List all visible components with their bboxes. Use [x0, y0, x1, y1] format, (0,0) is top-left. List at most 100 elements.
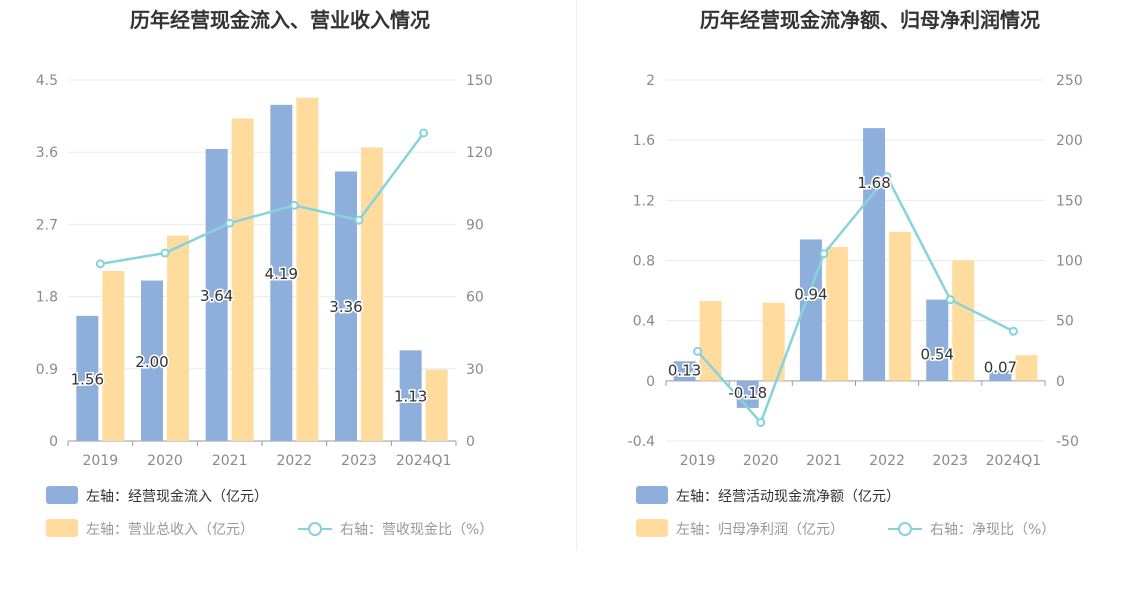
chart-group: 历年经营现金流入、营业收入情况 0 0 0.9 30 1.8 60 2.7 90 3.6 120 4.… [36, 8, 494, 538]
bar-orange [102, 270, 125, 441]
legend-label-blue: 左轴：经营现金流入（亿元） [86, 489, 268, 505]
left-y-tick-label: 2 [646, 73, 655, 89]
right-y-tick-label: 250 [1056, 73, 1083, 89]
ratio-point [95, 259, 105, 269]
bar-data-label: 1.68 [857, 174, 890, 192]
bar-blue [76, 315, 99, 441]
bar-data-label: 3.64 [200, 287, 233, 305]
x-tick-label: 2023 [341, 453, 377, 469]
ratio-point [225, 218, 235, 228]
chart-panel-net-cashflow-profit: 历年经营现金流净额、归母净利润情况 -0.4 -50 0 0 0.4 50 0.8 100 1.2… [574, 0, 1148, 589]
x-tick-label: 2019 [680, 453, 716, 469]
x-tick-label: 2020 [147, 453, 183, 469]
legend-label-blue: 左轴：经营活动现金流净额（亿元） [676, 489, 900, 505]
legend-line-marker [308, 522, 322, 536]
bar-data-label: 3.36 [329, 298, 362, 316]
chart-panel-cash-inflow-revenue: 历年经营现金流入、营业收入情况 0 0 0.9 30 1.8 60 2.7 90 3.6 120 4.… [36, 8, 494, 538]
x-tick-label: 2022 [277, 453, 313, 469]
bar-data-label: 0.94 [794, 285, 827, 303]
legend-label-orange: 左轴：归母净利润（亿元） [676, 521, 844, 538]
left-y-tick-label: 3.6 [36, 145, 58, 161]
x-tick-label: 2021 [212, 453, 248, 469]
right-y-tick-label: 30 [466, 362, 484, 378]
ratio-point [945, 295, 955, 305]
bar-data-label: 2.00 [135, 353, 168, 371]
panel-divider [576, 0, 577, 550]
bar-orange [825, 246, 848, 381]
chart-net-cashflow-profit: 历年经营现金流净额、归母净利润情况 -0.4 -50 0 0 0.4 50 0.8 100 1.2… [628, 8, 1083, 538]
right-y-tick-label: 120 [466, 145, 493, 161]
x-tick-label: 2019 [83, 453, 119, 469]
legend-swatch-orange [46, 519, 78, 537]
right-y-tick-label: 0 [1056, 374, 1065, 390]
ratio-point [819, 249, 829, 259]
ratio-line [696, 174, 1014, 425]
bar-blue [863, 128, 886, 381]
bar-blue [335, 171, 357, 441]
ratio-point [160, 248, 170, 258]
ratio-line [100, 132, 425, 266]
bar-orange [361, 147, 383, 442]
bar-blue [673, 361, 696, 381]
left-y-tick-label: 1.2 [633, 193, 655, 209]
ratio-point [419, 128, 429, 138]
left-y-tick-label: 0.9 [36, 362, 58, 378]
bar-blue [989, 370, 1012, 381]
right-y-tick-label: 50 [1056, 314, 1074, 330]
bar-data-label: 0.13 [668, 361, 701, 379]
bar-orange [425, 369, 448, 441]
bar-data-label: 4.19 [265, 265, 298, 283]
legend-line-marker [898, 522, 912, 536]
left-y-tick-label: -0.4 [628, 434, 655, 450]
bar-data-label: 1.13 [394, 388, 427, 406]
x-tick-label: 2023 [932, 453, 968, 469]
legend-label-line: 右轴：净现比（%） [930, 522, 1055, 538]
bar-data-label: 0.07 [984, 358, 1017, 376]
bar-orange [1015, 355, 1038, 381]
right-y-tick-label: 90 [466, 217, 484, 233]
bar-blue [205, 148, 228, 442]
x-tick-label: 2022 [869, 453, 905, 469]
bar-orange [296, 97, 319, 441]
legend-label-orange: 左轴：营业总收入（亿元） [86, 522, 254, 538]
right-y-tick-label: 150 [1056, 193, 1083, 209]
bar-blue [926, 299, 949, 381]
legend-swatch-blue [636, 486, 668, 504]
left-y-tick-label: 2.7 [36, 217, 58, 233]
ratio-point [289, 200, 299, 210]
left-y-tick-label: 1.6 [633, 133, 655, 149]
legend-swatch-blue [46, 486, 78, 504]
right-y-tick-label: 200 [1056, 133, 1083, 149]
bar-blue [141, 280, 163, 441]
legend-swatch-orange [636, 519, 668, 537]
x-tick-label: 2020 [743, 453, 779, 469]
left-y-tick-label: 0.8 [633, 254, 655, 270]
left-y-tick-label: 0 [49, 434, 58, 450]
bar-blue [270, 104, 293, 441]
bar-data-label: 1.56 [71, 370, 104, 388]
bar-orange [699, 301, 722, 381]
chart-title: 历年经营现金流入、营业收入情况 [130, 8, 430, 32]
chart-title: 历年经营现金流净额、归母净利润情况 [700, 8, 1040, 32]
right-y-tick-label: -50 [1056, 434, 1079, 450]
bar-data-label: -0.18 [728, 384, 767, 402]
chart-cash-inflow-revenue: 历年经营现金流入、营业收入情况 0 0 0.9 30 1.8 60 2.7 90 3.6 120 4.… [36, 8, 494, 538]
bar-orange [167, 235, 189, 441]
ratio-point [1008, 326, 1018, 336]
bar-orange [952, 260, 975, 381]
x-tick-label: 2021 [806, 453, 842, 469]
ratio-point [882, 172, 892, 182]
chart-group: 历年经营现金流净额、归母净利润情况 -0.4 -50 0 0 0.4 50 0.8 100 1.2… [628, 8, 1083, 538]
ratio-point [693, 346, 703, 356]
left-y-tick-label: 4.5 [36, 73, 58, 89]
bar-data-label: 0.54 [921, 346, 954, 364]
right-y-tick-label: 100 [1056, 254, 1083, 270]
left-y-tick-label: 0 [646, 374, 655, 390]
bar-orange [889, 231, 912, 381]
bar-blue [399, 350, 422, 441]
ratio-point [354, 215, 364, 225]
ratio-point [756, 417, 766, 427]
left-y-tick-label: 0.4 [633, 314, 655, 330]
x-tick-label: 2024Q1 [396, 453, 452, 469]
bar-orange [231, 118, 254, 442]
